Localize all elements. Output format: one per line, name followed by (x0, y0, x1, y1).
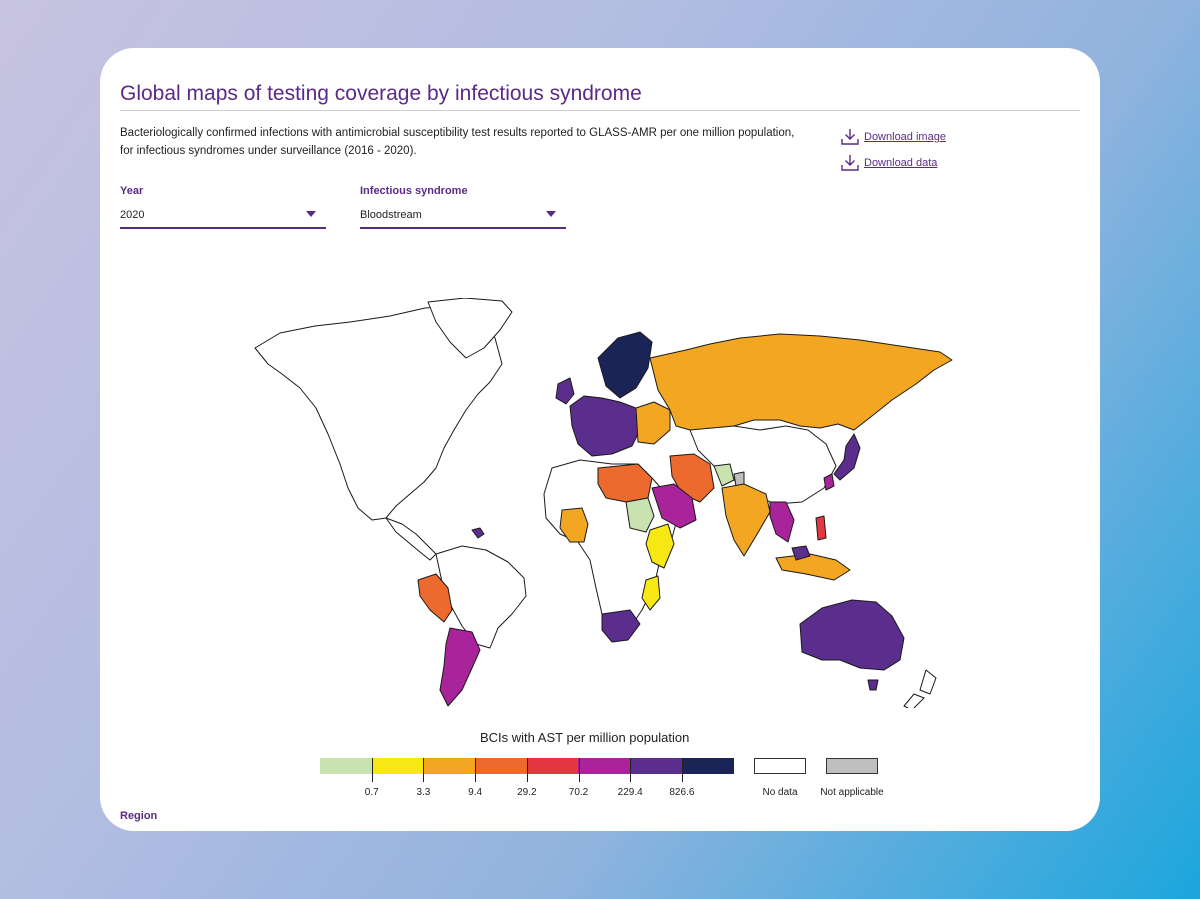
legend-not-applicable-label: Not applicable (820, 787, 884, 798)
country-sudan[interactable] (625, 497, 655, 533)
download-data-label[interactable]: Download data (864, 157, 938, 169)
syndrome-select[interactable]: Bloodstream (360, 205, 566, 229)
legend-swatch (681, 758, 734, 774)
download-links: Download image Download data (840, 128, 946, 180)
country-south-africa[interactable] (601, 609, 641, 643)
region-label: Region (120, 810, 158, 822)
legend-title: BCIs with AST per million population (480, 730, 690, 745)
country-mozambique[interactable] (641, 575, 661, 611)
map-description: Bacteriologically confirmed infections w… (120, 127, 795, 157)
country-eastern-europe[interactable] (635, 401, 671, 445)
legend-no-data-swatch (754, 758, 806, 774)
year-label: Year (120, 185, 144, 197)
legend-break-label: 826.6 (669, 787, 695, 798)
download-data-link[interactable]: Download data (840, 154, 946, 172)
title-divider (120, 110, 1080, 111)
legend-break-label: 29.2 (517, 787, 537, 798)
legend-break-label: 3.3 (416, 787, 431, 798)
legend-tick (526, 758, 528, 782)
country-peru[interactable] (417, 573, 453, 623)
download-image-link[interactable]: Download image (840, 128, 946, 146)
country-philippines[interactable] (815, 515, 827, 541)
legend-swatch (423, 758, 476, 774)
page-title: Global maps of testing coverage by infec… (120, 82, 642, 105)
legend-break-label: 229.4 (617, 787, 643, 798)
legend-tick (630, 758, 632, 782)
legend-break-label: 70.2 (568, 787, 589, 798)
syndrome-label: Infectious syndrome (360, 185, 468, 197)
legend-break-label: 0.7 (364, 787, 379, 798)
chevron-down-icon (306, 211, 316, 217)
syndrome-filter: Infectious syndrome Bloodstream (360, 185, 566, 229)
legend-break-label: 9.4 (468, 787, 483, 798)
legend-tick (681, 758, 683, 782)
legend-color-ramp: 0.7 3.3 9.4 29.2 70.2 229.4 826.6 (320, 758, 734, 798)
chevron-down-icon (546, 211, 556, 217)
legend-swatch (475, 758, 527, 774)
country-australia[interactable] (799, 599, 905, 671)
country-greenland[interactable] (427, 298, 513, 359)
legend-swatch (320, 758, 372, 774)
legend-tick (475, 758, 477, 782)
world-map[interactable] (240, 298, 960, 708)
country-japan[interactable] (833, 433, 861, 481)
country-west-africa[interactable] (559, 507, 589, 543)
country-india[interactable] (721, 483, 771, 557)
legend-swatch (578, 758, 631, 774)
legend-tick (423, 758, 425, 782)
year-value: 2020 (120, 209, 145, 221)
legend-no-data-label: No data (762, 787, 798, 798)
country-north-america[interactable] (254, 305, 503, 521)
country-afghanistan[interactable] (713, 463, 735, 487)
syndrome-value: Bloodstream (360, 209, 422, 221)
country-argentina[interactable] (439, 627, 481, 707)
country-uk[interactable] (555, 377, 575, 405)
year-select[interactable]: 2020 (120, 205, 326, 229)
country-indonesia[interactable] (775, 553, 851, 581)
legend-tick (371, 758, 373, 782)
country-new-zealand[interactable] (903, 669, 937, 708)
legend-swatch (630, 758, 682, 774)
country-central-america[interactable] (385, 517, 437, 561)
download-image-label[interactable]: Download image (864, 131, 946, 143)
country-western-europe[interactable] (569, 395, 643, 457)
country-tasmania[interactable] (867, 679, 879, 691)
country-north-africa[interactable] (597, 463, 653, 503)
legend-swatch (526, 758, 579, 774)
country-nordic[interactable] (597, 331, 653, 399)
country-korea[interactable] (823, 473, 835, 491)
country-southeast-asia[interactable] (769, 501, 795, 543)
dashboard-card: Global maps of testing coverage by infec… (100, 48, 1100, 831)
year-filter: Year 2020 (120, 185, 326, 229)
country-caribbean[interactable] (471, 527, 485, 539)
legend-not-applicable-swatch (826, 758, 878, 774)
download-icon (841, 129, 859, 145)
country-saudi-arabia[interactable] (651, 483, 697, 529)
country-east-africa[interactable] (645, 523, 675, 569)
country-russia[interactable] (649, 333, 953, 431)
legend-swatch (371, 758, 424, 774)
download-icon (841, 155, 859, 171)
country-malaysia[interactable] (791, 545, 811, 561)
legend-tick (578, 758, 580, 782)
